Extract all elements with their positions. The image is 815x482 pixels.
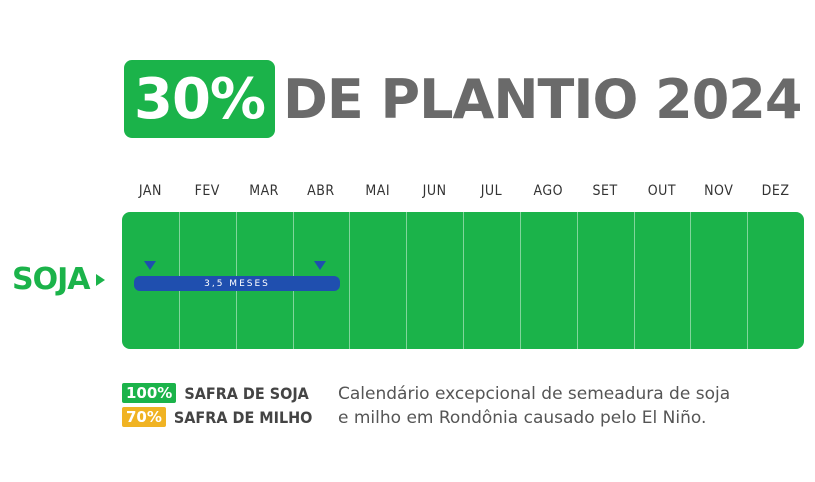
legend-percent: 70% — [122, 407, 166, 427]
percent-value: 30% — [134, 66, 266, 132]
month-label: OUT — [647, 183, 677, 199]
month-label: JAN — [138, 183, 162, 199]
legend-percent: 100% — [122, 383, 177, 403]
month-divider — [519, 212, 521, 349]
start-marker-icon — [144, 261, 156, 270]
month-label: NOV — [704, 183, 734, 199]
caption: Calendário excepcional de semeadura de s… — [338, 382, 808, 430]
legend-item-milho: 70% SAFRA DE MILHO — [122, 406, 312, 428]
bar-duration-label: 3,5 MESES — [204, 278, 270, 289]
month-label: FEV — [194, 183, 220, 199]
legend-item-soja: 100% SAFRA DE SOJA — [122, 382, 312, 404]
caption-line-2: e milho em Rondônia causado pelo El Niño… — [338, 408, 707, 428]
legend: 100% SAFRA DE SOJA 70% SAFRA DE MILHO — [122, 382, 312, 430]
month-divider — [690, 212, 692, 349]
month-label: JUN — [422, 183, 447, 199]
crop-label-soja: SOJA — [12, 262, 105, 297]
month-label: DEZ — [761, 183, 790, 199]
legend-label: SAFRA DE MILHO — [173, 407, 313, 427]
month-label: MAR — [249, 183, 279, 199]
month-label: AGO — [533, 183, 564, 199]
page-title: DE PLANTIO 2024 — [283, 67, 802, 131]
caption-line-1: Calendário excepcional de semeadura de s… — [338, 384, 731, 404]
legend-label: SAFRA DE SOJA — [184, 383, 309, 403]
title-row: 30% DE PLANTIO 2024 — [124, 60, 802, 138]
month-label: SET — [592, 183, 618, 199]
crop-name: SOJA — [12, 262, 90, 297]
month-label: MAI — [365, 183, 391, 199]
percent-badge: 30% — [124, 60, 276, 138]
month-divider — [747, 212, 749, 349]
end-marker-icon — [314, 261, 326, 270]
month-header: JAN FEV MAR ABR MAI JUN JUL AGO SET OUT NOV DEZ — [122, 183, 804, 203]
month-label: JUL — [480, 183, 503, 199]
planting-period-bar: 3,5 MESES — [134, 276, 340, 291]
month-divider — [406, 212, 408, 349]
month-divider — [349, 212, 351, 349]
arrow-right-icon — [95, 273, 105, 286]
month-divider — [576, 212, 578, 349]
month-divider — [463, 212, 464, 349]
month-divider — [633, 212, 635, 349]
month-label: ABR — [307, 183, 335, 199]
